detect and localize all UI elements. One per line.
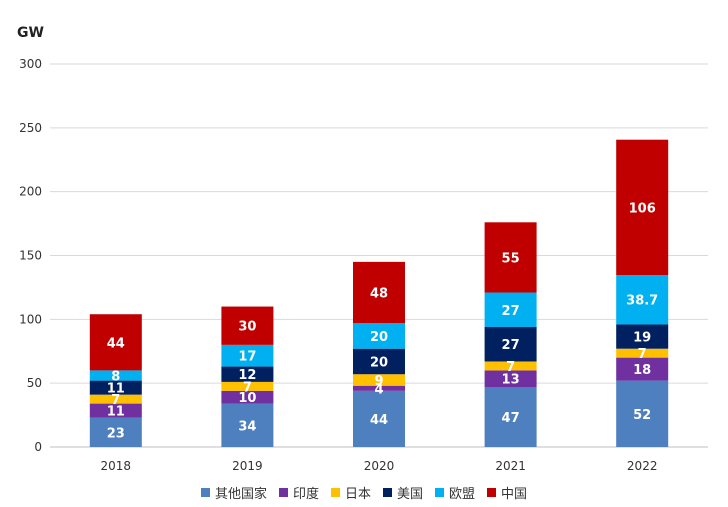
data-label: 20: [370, 355, 388, 370]
bar-segment: [221, 366, 274, 382]
y-tick-label: 150: [19, 249, 42, 263]
bar-segment: [484, 326, 537, 362]
data-label: 7: [506, 360, 515, 375]
bar-segment: [353, 323, 405, 349]
data-label: 7: [243, 380, 252, 395]
y-tick-label: 200: [19, 185, 42, 199]
data-label: 8: [111, 370, 120, 385]
bar-segment: [616, 275, 669, 325]
bar-segment: [353, 390, 405, 447]
bar-segment: [89, 380, 142, 395]
data-label: 23: [107, 426, 125, 441]
data-label: 11: [107, 382, 125, 397]
bar-segment: [221, 344, 274, 367]
legend-label: 其他国家: [214, 486, 267, 502]
data-label: 11: [107, 405, 125, 420]
data-label: 44: [107, 336, 125, 351]
data-label: 34: [238, 419, 256, 434]
data-label: 12: [238, 368, 256, 383]
bar-segment: [221, 381, 274, 391]
data-label: 13: [502, 373, 520, 388]
y-axis-ticks: 0 50 100 150 200 250 300: [19, 57, 42, 454]
bar-segment: [89, 394, 142, 404]
y-axis-unit-label: GW: [17, 25, 44, 41]
bar-segment: [89, 370, 142, 381]
legend-swatch: [278, 487, 288, 497]
legend-label: 欧盟: [449, 486, 476, 502]
data-label: 55: [502, 251, 520, 266]
data-label: 4: [374, 382, 383, 397]
data-labels: 2311711844341071217304449202048471372727…: [107, 201, 658, 441]
bar-segment: [484, 361, 537, 371]
data-label: 106: [629, 201, 656, 216]
bar-segment: [616, 357, 669, 381]
bar-segment: [221, 306, 274, 345]
x-tick-label: 2022: [627, 459, 658, 473]
bar-segment: [616, 139, 669, 276]
legend-label: 日本: [344, 486, 371, 502]
data-label: 27: [502, 304, 520, 319]
data-label: 18: [633, 363, 651, 378]
x-tick-label: 2018: [101, 459, 132, 473]
bar-segment: [89, 403, 142, 418]
x-tick-label: 2020: [364, 459, 395, 473]
legend-label: 中国: [501, 486, 528, 502]
y-tick-label: 250: [19, 121, 42, 135]
y-tick-label: 300: [19, 57, 42, 71]
data-label: 7: [111, 393, 120, 408]
legend: 其他国家 印度 日本 美国 欧盟 中国: [0, 482, 728, 502]
legend-label: 印度: [292, 486, 319, 502]
legend-item: 欧盟: [435, 483, 475, 502]
data-label: 20: [370, 330, 388, 345]
bar-segment: [616, 380, 669, 447]
data-label: 19: [633, 331, 651, 346]
bar-segment: [353, 385, 405, 391]
x-tick-label: 2019: [232, 459, 263, 473]
data-label: 7: [638, 347, 647, 362]
bar-segment: [353, 374, 405, 386]
legend-item: 美国: [383, 483, 423, 502]
bar-segment: [353, 261, 405, 324]
data-label: 17: [238, 350, 256, 365]
bar-segment: [89, 417, 142, 447]
data-label: 30: [238, 320, 256, 335]
legend-item: 印度: [278, 483, 319, 502]
bar-segment: [616, 348, 669, 358]
bar-segment: [353, 348, 405, 375]
data-label: 9: [374, 374, 383, 389]
legend-swatch: [435, 487, 445, 497]
bar-segment: [221, 403, 274, 447]
y-tick-label: 0: [34, 440, 42, 454]
y-tick-label: 100: [19, 312, 42, 326]
bar-segment: [221, 390, 274, 404]
legend-swatch: [383, 487, 392, 497]
data-label: 38.7: [626, 294, 658, 309]
bar-segment: [484, 386, 537, 447]
bar-segment: [616, 324, 669, 349]
bar-segment: [484, 370, 537, 387]
y-tick-label: 50: [27, 376, 42, 390]
x-tick-label: 2021: [495, 459, 526, 473]
x-axis-ticks: 2018 2019 2020 2021 2022: [101, 459, 658, 473]
bars: [89, 139, 669, 447]
data-label: 10: [238, 391, 256, 406]
legend-swatch: [487, 487, 497, 497]
bar-segment: [484, 222, 537, 293]
data-label: 27: [502, 338, 520, 353]
data-label: 52: [633, 408, 651, 423]
data-label: 48: [370, 287, 388, 302]
legend-item: 中国: [487, 483, 527, 502]
legend-label: 美国: [397, 486, 424, 502]
legend-item: 日本: [330, 483, 371, 502]
bar-segment: [89, 314, 142, 371]
data-label: 44: [370, 413, 388, 428]
legend-item: 其他国家: [200, 483, 267, 502]
bar-segment: [484, 292, 537, 327]
legend-swatch: [330, 487, 340, 497]
data-label: 47: [502, 411, 520, 426]
legend-swatch: [200, 487, 210, 497]
